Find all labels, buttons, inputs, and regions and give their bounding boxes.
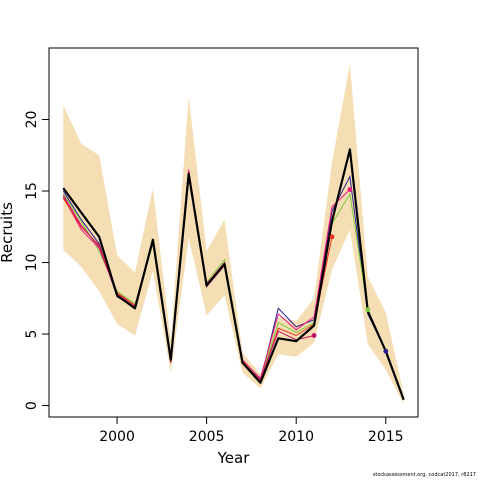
x-tick-label-2005: 2005 [189, 429, 225, 445]
x-tick-label-2010: 2010 [278, 429, 314, 445]
terminal-point-1 [311, 333, 317, 338]
x-axis: 2000 2005 2010 2015 [99, 417, 404, 445]
terminal-points-layer [311, 187, 389, 354]
confidence-band [63, 63, 404, 405]
footer-note: stockassessment.org, codcat2017, r8217 [372, 472, 476, 478]
y-tick-label-15: 15 [24, 182, 40, 200]
y-tick-label-10: 10 [24, 254, 40, 272]
terminal-point-2 [329, 234, 335, 240]
main-series-line [62, 148, 405, 401]
x-axis-title: Year [217, 449, 251, 467]
y-tick-label-5: 5 [24, 330, 40, 339]
y-axis-title: Recruits [0, 202, 16, 263]
terminal-point-4 [365, 307, 371, 313]
confidence-band-layer [63, 63, 404, 405]
series-layer [62, 148, 405, 401]
y-tick-label-20: 20 [24, 111, 40, 129]
plot-frame [48, 47, 419, 418]
y-axis: 0 5 10 15 20 [24, 111, 49, 410]
terminal-point-5 [383, 348, 389, 354]
x-tick-label-2000: 2000 [99, 429, 135, 445]
y-tick-label-0: 0 [24, 401, 40, 410]
x-tick-label-2015: 2015 [368, 429, 404, 445]
terminal-point-3 [347, 187, 353, 193]
